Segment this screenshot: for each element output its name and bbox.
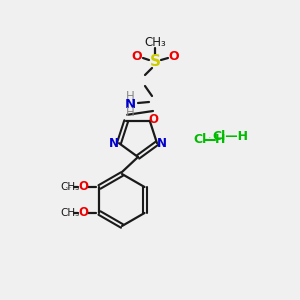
Text: Cl—H: Cl—H [212,130,248,143]
Text: N: N [109,137,119,150]
Text: CH₃: CH₃ [61,208,80,218]
Text: O: O [132,50,142,64]
Text: HCl: HCl [209,136,211,137]
Text: O: O [79,181,88,194]
Text: O: O [169,50,179,64]
Text: H: H [215,133,225,146]
Text: S: S [149,55,161,70]
Text: methoxy: methoxy [66,186,73,188]
Text: H: H [126,89,134,103]
Text: N: N [124,98,136,110]
Text: O: O [149,113,159,126]
Text: CH₃: CH₃ [144,35,166,49]
Text: CH₃: CH₃ [61,182,80,192]
Text: O: O [79,206,88,220]
Text: N: N [157,137,167,150]
Text: H: H [126,106,134,119]
Text: Cl: Cl [193,133,206,146]
